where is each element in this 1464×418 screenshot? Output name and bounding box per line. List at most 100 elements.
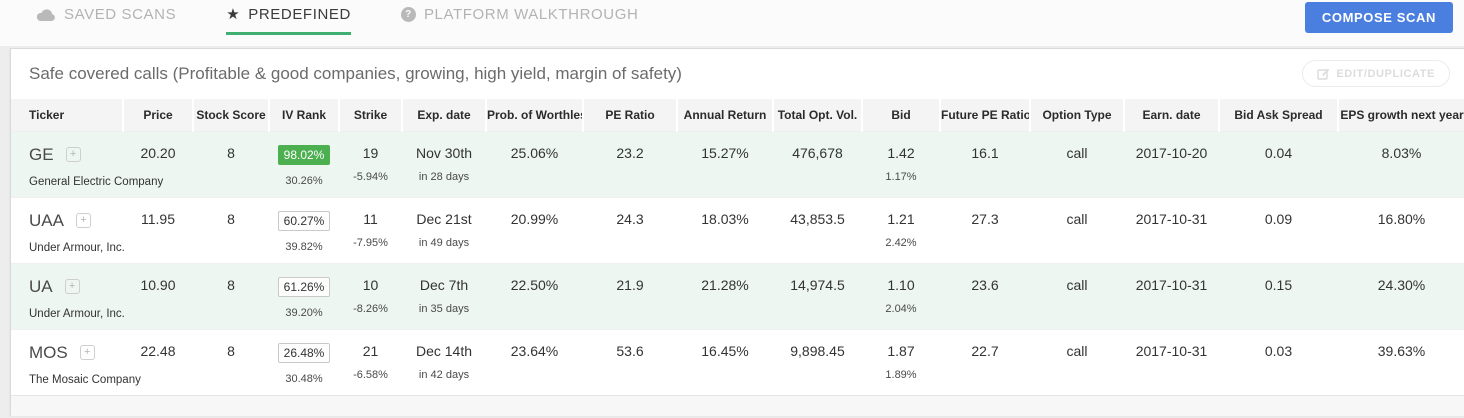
future-pe-cell: 23.6 (940, 263, 1030, 329)
bid-ask-spread-cell: 0.03 (1219, 329, 1338, 395)
bid-sub: 1.89% (885, 368, 917, 381)
total-opt-vol-value: 43,853.5 (790, 210, 845, 227)
option-type-value: call (1066, 276, 1088, 293)
strike-value: 21 (362, 342, 379, 359)
tab-predefined[interactable]: ★ PREDEFINED (226, 6, 351, 35)
exp-date-value: Dec 7th (419, 276, 469, 293)
annual-return-value: 15.27% (701, 144, 749, 161)
table-row[interactable]: GE + General Electric Company 20.20 8 98… (11, 131, 1464, 197)
tab-label: PREDEFINED (248, 6, 351, 23)
prob-worthless-value: 22.50% (510, 276, 559, 293)
iv-rank-badge: 98.02% (277, 144, 331, 165)
eps-growth-cell: 24.30% (1338, 263, 1464, 329)
iv-rank-cell: 60.27% 39.82% (269, 197, 339, 263)
compose-scan-button[interactable]: COMPOSE SCAN (1304, 2, 1453, 33)
table-row[interactable]: UAA + Under Armour, Inc. 11.95 8 60.27% … (11, 197, 1464, 263)
top-bar: SAVED SCANS ★ PREDEFINED ? PLATFORM WALK… (0, 0, 1464, 46)
strike-cell: 21 -6.58% (339, 329, 402, 395)
price-cell: 22.48 (123, 329, 193, 395)
stock-score-cell: 8 (193, 329, 269, 395)
column-header-prob-of-worthless[interactable]: Prob. of Worthless (485, 99, 583, 131)
column-header-option-type[interactable]: Option Type (1029, 99, 1124, 131)
annual-return-value: 21.28% (701, 276, 749, 293)
ticker-symbol: MOS (29, 342, 68, 362)
bid-cell: 1.87 1.89% (862, 329, 940, 395)
edit-duplicate-button[interactable]: EDIT/DUPLICATE (1302, 60, 1450, 87)
annual-return-value: 16.45% (701, 342, 749, 359)
exp-date-cell: Dec 21st in 49 days (402, 197, 486, 263)
prob-worthless-value: 23.64% (510, 342, 559, 359)
expand-plus-icon[interactable]: + (64, 279, 80, 294)
iv-rank-sub: 30.26% (285, 174, 323, 187)
column-header-price[interactable]: Price (122, 99, 193, 131)
pe-ratio-value: 21.9 (616, 276, 644, 293)
column-header-earn-date[interactable]: Earn. date (1123, 99, 1219, 131)
table-header-row: Ticker Price Stock Score IV Rank Strike … (11, 99, 1464, 131)
eps-growth-value: 16.80% (1377, 210, 1426, 227)
column-header-iv-rank[interactable]: IV Rank (268, 99, 339, 131)
ticker-cell: GE + General Electric Company (11, 131, 163, 197)
tab-saved-scans[interactable]: SAVED SCANS (36, 6, 176, 35)
expand-plus-icon[interactable]: + (75, 213, 91, 228)
ticker-symbol: GE (29, 144, 54, 164)
prob-worthless-cell: 25.06% (486, 131, 583, 197)
bid-cell: 1.21 2.42% (862, 197, 940, 263)
price-cell: 10.90 (123, 263, 193, 329)
bid-cell: 1.42 1.17% (862, 131, 940, 197)
bid-value: 1.10 (887, 276, 915, 293)
earn-date-value: 2017-10-31 (1135, 342, 1208, 359)
column-header-stock-score[interactable]: Stock Score (192, 99, 269, 131)
column-header-annual-return[interactable]: Annual Return (676, 99, 773, 131)
column-header-bid[interactable]: Bid (861, 99, 940, 131)
iv-rank-sub: 39.20% (285, 306, 323, 319)
price-value: 10.90 (140, 276, 176, 293)
option-type-cell: call (1030, 329, 1124, 395)
price-value: 11.95 (141, 210, 175, 227)
future-pe-cell: 22.7 (940, 329, 1030, 395)
option-type-cell: call (1030, 263, 1124, 329)
strike-cell: 10 -8.26% (339, 263, 402, 329)
annual-return-cell: 15.27% (677, 131, 773, 197)
bid-ask-spread-cell: 0.04 (1219, 131, 1338, 197)
strike-cell: 11 -7.95% (339, 197, 402, 263)
earn-date-cell: 2017-10-31 (1124, 263, 1219, 329)
future-pe-value: 16.1 (971, 144, 999, 161)
column-header-bid-ask-spread[interactable]: Bid Ask Spread (1218, 99, 1338, 131)
tab-platform-walkthrough[interactable]: ? PLATFORM WALKTHROUGH (400, 6, 639, 35)
column-header-eps-growth-next-year[interactable]: EPS growth next year (1337, 99, 1464, 131)
bid-cell: 1.10 2.04% (862, 263, 940, 329)
table-row[interactable]: UA + Under Armour, Inc. 10.90 8 61.26% 3… (11, 263, 1464, 329)
prob-worthless-value: 20.99% (510, 210, 559, 227)
strike-sub: -8.26% (353, 302, 388, 315)
column-header-ticker[interactable]: Ticker (11, 99, 123, 131)
panel-header: Safe covered calls (Profitable & good co… (11, 49, 1464, 99)
future-pe-value: 23.6 (971, 276, 999, 293)
ticker-symbol: UAA (29, 210, 64, 230)
bid-value: 1.87 (887, 342, 915, 359)
column-header-pe-ratio[interactable]: PE Ratio (582, 99, 677, 131)
eps-growth-cell: 39.63% (1338, 329, 1464, 395)
iv-rank-sub: 30.48% (285, 372, 323, 385)
exp-date-cell: Dec 7th in 35 days (402, 263, 486, 329)
expand-plus-icon[interactable]: + (65, 147, 81, 162)
column-header-exp-date[interactable]: Exp. date (401, 99, 486, 131)
exp-date-sub: in 42 days (418, 368, 470, 381)
bid-sub: 2.04% (885, 302, 917, 315)
pe-ratio-cell: 21.9 (583, 263, 677, 329)
pe-ratio-cell: 53.6 (583, 329, 677, 395)
expand-plus-icon[interactable]: + (79, 345, 95, 360)
annual-return-cell: 21.28% (677, 263, 773, 329)
stock-score-cell: 8 (193, 197, 269, 263)
total-opt-vol-cell: 14,974.5 (773, 263, 862, 329)
column-header-total-opt-vol[interactable]: Total Opt. Vol. (772, 99, 862, 131)
stock-score-value: 8 (227, 342, 235, 359)
tab-label: SAVED SCANS (64, 6, 177, 23)
question-icon: ? (400, 7, 416, 22)
table-row[interactable]: MOS + The Mosaic Company 22.48 8 26.48% … (11, 329, 1464, 395)
strike-sub: -6.58% (353, 368, 388, 381)
column-header-strike[interactable]: Strike (338, 99, 402, 131)
table-body: GE + General Electric Company 20.20 8 98… (11, 131, 1464, 395)
pe-ratio-cell: 24.3 (583, 197, 677, 263)
column-header-future-pe-ratio[interactable]: Future PE Ratio (939, 99, 1030, 131)
iv-rank-cell: 98.02% 30.26% (269, 131, 339, 197)
